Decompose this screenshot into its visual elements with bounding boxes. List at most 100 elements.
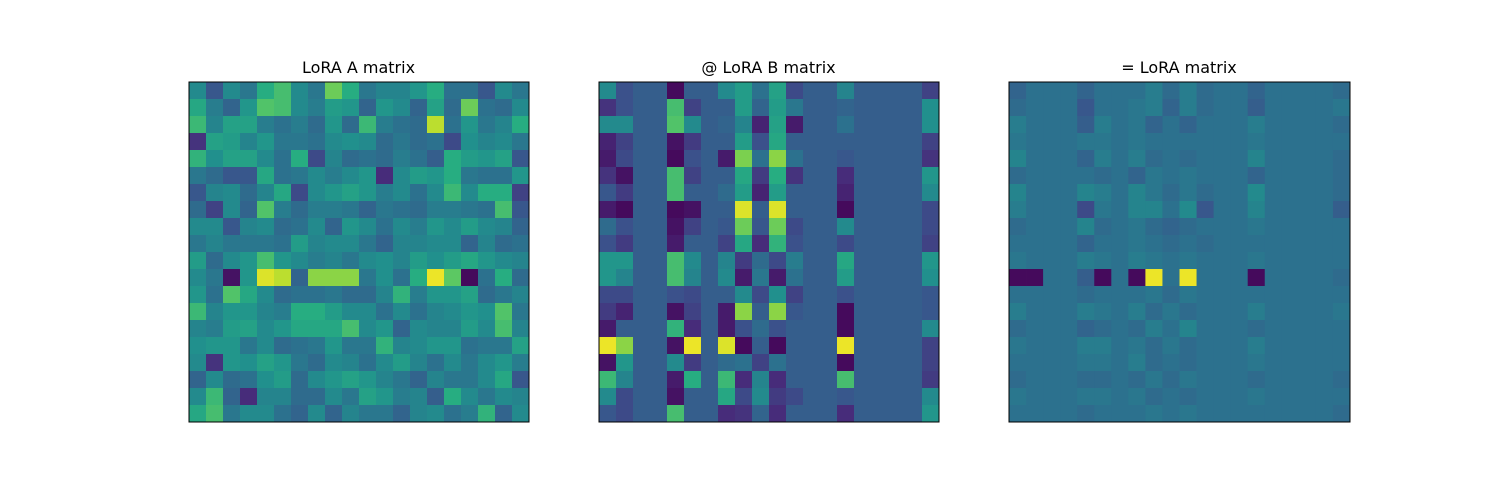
heatmap-cell	[1094, 337, 1112, 355]
heatmap-cell	[667, 388, 685, 406]
heatmap-cell	[650, 269, 668, 287]
heatmap-cell	[888, 150, 906, 168]
heatmap-cell	[1111, 269, 1129, 287]
heatmap-cell	[461, 99, 479, 117]
heatmap-cell	[240, 99, 258, 117]
heatmap-cell	[735, 269, 753, 287]
heatmap-cell	[223, 218, 241, 236]
heatmap-cell	[393, 82, 411, 100]
heatmap-cell	[752, 116, 770, 134]
heatmap-cell	[359, 235, 377, 253]
heatmap-cell	[1332, 235, 1351, 253]
heatmap-cell	[240, 286, 258, 304]
heatmap-cell	[1043, 303, 1061, 321]
heatmap-cell	[1264, 82, 1283, 100]
heatmap-cell	[1043, 337, 1061, 355]
heatmap-cell	[325, 133, 343, 151]
heatmap-cell	[1094, 235, 1112, 253]
heatmap-cell	[393, 99, 411, 117]
heatmap-cell	[1281, 201, 1300, 219]
heatmap-cell	[837, 133, 855, 151]
heatmap-cell	[922, 167, 940, 185]
heatmap-cell	[495, 133, 513, 151]
heatmap-cell	[1111, 150, 1129, 168]
heatmap-cell	[342, 337, 360, 355]
heatmap-cell	[837, 201, 855, 219]
heatmap-cell	[650, 99, 668, 117]
heatmap-cell	[376, 184, 394, 202]
heatmap-cell	[393, 354, 411, 372]
heatmap-cell	[240, 150, 258, 168]
heatmap-cell	[769, 320, 787, 338]
heatmap-cell	[1077, 201, 1095, 219]
heatmap-cell	[1315, 388, 1334, 406]
heatmap-cell	[410, 82, 428, 100]
heatmap-cell	[684, 405, 702, 423]
heatmap-cell	[616, 354, 634, 372]
heatmap-cell	[444, 320, 462, 338]
heatmap-cell	[1196, 320, 1214, 338]
heatmap-cell	[1179, 320, 1197, 338]
heatmap-cell	[1145, 337, 1163, 355]
heatmap-cell	[1162, 371, 1180, 389]
heatmap-cell	[599, 405, 617, 423]
heatmap-cell	[427, 303, 445, 321]
heatmap-cell	[427, 218, 445, 236]
heatmap-cell	[871, 82, 889, 100]
heatmap-cell	[786, 218, 804, 236]
heatmap-cell	[325, 303, 343, 321]
heatmap-cell	[376, 116, 394, 134]
heatmap-cell	[718, 218, 736, 236]
heatmap-cell	[837, 235, 855, 253]
heatmap-cell	[854, 337, 872, 355]
heatmap-cell	[257, 184, 275, 202]
heatmap-cell	[1230, 405, 1249, 423]
heatmap-cell	[1196, 167, 1214, 185]
heatmap-cell	[769, 286, 787, 304]
heatmap-cell	[1060, 405, 1078, 423]
heatmap-cell	[325, 116, 343, 134]
heatmap-cell	[871, 320, 889, 338]
heatmap-cell	[1128, 99, 1146, 117]
heatmap-cell	[1077, 218, 1095, 236]
heatmap-cell	[1026, 133, 1044, 151]
heatmap-cell	[444, 388, 462, 406]
heatmap-cell	[257, 235, 275, 253]
heatmap-cell	[650, 320, 668, 338]
heatmap-cell	[240, 167, 258, 185]
heatmap-cell	[1281, 116, 1300, 134]
heatmap-cell	[1196, 388, 1214, 406]
heatmap-cell	[1298, 201, 1317, 219]
heatmap-cell	[1179, 337, 1197, 355]
heatmap-cell	[512, 167, 530, 185]
heatmap-cell	[752, 150, 770, 168]
heatmap-cell	[274, 82, 292, 100]
heatmap-cell	[478, 337, 496, 355]
heatmap-cell	[359, 303, 377, 321]
heatmap-cell	[1196, 201, 1214, 219]
heatmap-cell	[342, 371, 360, 389]
heatmap-cell	[718, 269, 736, 287]
heatmap-cell	[633, 371, 651, 389]
heatmap-cell	[701, 269, 719, 287]
heatmap-cell	[1196, 133, 1214, 151]
heatmap-cell	[257, 201, 275, 219]
heatmap-cell	[495, 218, 513, 236]
heatmap-cell	[1247, 252, 1266, 270]
heatmap-cell	[803, 218, 821, 236]
heatmap-cell	[786, 354, 804, 372]
heatmap-cell	[308, 320, 326, 338]
heatmap-cell	[633, 184, 651, 202]
heatmap-cell	[684, 218, 702, 236]
heatmap-cell	[633, 354, 651, 372]
heatmap-cell	[1128, 116, 1146, 134]
heatmap-cell	[1077, 320, 1095, 338]
heatmap-cell	[1213, 354, 1232, 372]
heatmap-cell	[512, 354, 530, 372]
heatmap-cell	[735, 354, 753, 372]
heatmap-cell	[189, 286, 207, 304]
heatmap-cell	[1162, 150, 1180, 168]
heatmap-cell	[1179, 354, 1197, 372]
heatmap-cell	[1009, 99, 1027, 117]
heatmap-cell	[684, 184, 702, 202]
